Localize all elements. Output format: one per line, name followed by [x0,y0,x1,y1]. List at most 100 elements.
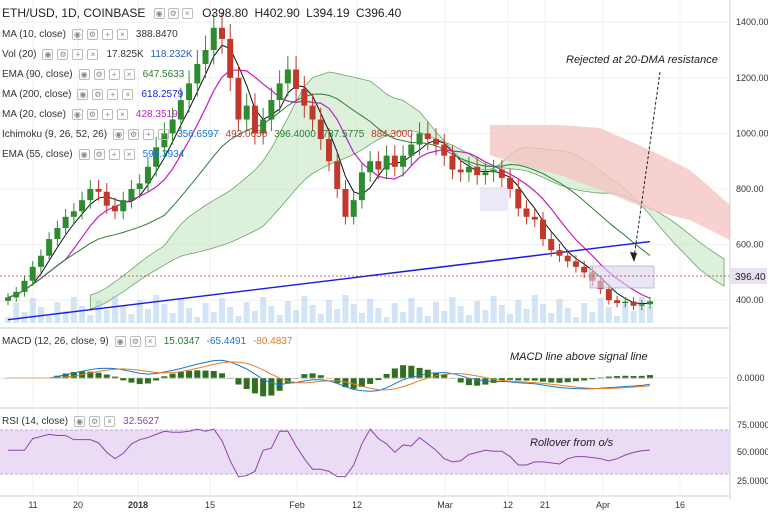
volume-bar [375,308,382,323]
indicator-value: 356.6597 [177,129,219,141]
ma200-line [7,240,651,321]
price-tag: 396.40 [731,268,767,284]
ohlc-close: C396.40 [355,6,402,20]
rsi-band [0,430,730,474]
legend-ma10[interactable]: MA (10, close) ◉ ⚙ + × 388.8470 [2,29,182,41]
volume-bar [367,299,374,323]
indicator-label: MA (10, close) [2,29,66,41]
x-tick-label: Feb [289,500,305,510]
volume-bar [54,302,61,323]
candle-body [243,105,250,120]
y-tick-label: 1000.00 [736,128,768,138]
volume-bar [309,305,316,323]
settings-icon: ⚙ [93,69,105,80]
add-icon: + [101,29,113,40]
indicator-value: 618.2579 [141,89,184,101]
macd-hist-bar [62,373,69,379]
title-buttons[interactable]: ◉ ⚙ × [153,6,196,20]
macd-hist-bar [367,378,374,384]
volume-bar [572,317,579,323]
volume-bar [523,309,530,323]
candle-body [194,63,201,84]
macd-hist-bar [87,371,94,379]
legend-ema90[interactable]: EMA (90, close) ◉ ⚙ + × 647.5633 [2,69,188,81]
macd-hist-bar [375,378,382,381]
ohlc-open: O398.80 [202,6,249,20]
macd-hist-bar [210,371,217,379]
candle-body [79,200,86,212]
y-tick-label: 1400.00 [736,17,768,27]
volume-bar [87,315,94,323]
candle-body [342,189,349,217]
legend-ma200[interactable]: MA (200, close) ◉ ⚙ + × 618.2579 [2,89,187,101]
legend-ma20[interactable]: MA (20, close) ◉ ⚙ + × 428.3519 [2,109,182,121]
volume-bar [136,300,143,323]
indicator-label: Ichimoku (9, 26, 52, 26) [2,129,108,141]
macd-hist-bar [647,375,653,379]
candle-body [408,144,415,156]
candle-body [540,219,546,240]
legend-vol[interactable]: Vol (20) ◉ ⚙ + × 17.825K 118.232K [2,49,197,61]
macd-hist-bar [169,373,176,379]
volume-bar [408,298,415,323]
candle-body [465,166,472,173]
price-tag-label: 396.40 [735,272,766,283]
add-icon: + [101,109,113,120]
indicator-value: 590.3934 [142,149,185,161]
candle-body [144,166,151,184]
legend-ichimoku[interactable]: Ichimoku (9, 26, 52, 26) ◉ ⚙ + × 356.6597 493… [2,129,417,141]
candle-body [46,239,53,256]
volume-bar [391,303,398,323]
candle-body [490,169,497,173]
settings-icon: ⚙ [89,416,101,427]
macd-hist-bar [103,374,110,379]
close-icon: × [144,336,156,347]
macd-hist-bar [498,378,505,381]
volume-bar [614,316,621,323]
macd-label: MACD (12, 26, close, 9) [2,336,109,348]
volume-bar [144,309,151,323]
candle-body [564,255,571,262]
y-tick-label: 800.00 [736,184,764,194]
volume-bar [622,302,629,323]
candle-body [383,155,390,170]
candle-body [572,261,579,267]
candle-body [556,250,563,256]
macd-hist-bar [112,376,118,379]
macd-hist-bar [128,378,135,383]
candle-body [276,83,283,101]
volume-bar [531,295,538,323]
macd-hist-bar [572,378,579,382]
rsi-value: 32.5627 [123,416,160,428]
x-tick-label: Apr [596,500,610,510]
volume-bar [301,296,308,323]
candle-body [103,191,110,206]
eye-icon: ◉ [78,149,90,160]
volume-bar [449,297,456,323]
indicator-value: 388.8470 [135,29,178,41]
candle-body [326,138,332,162]
candle-body [21,280,28,292]
legend-ema55[interactable]: EMA (55, close) ◉ ⚙ + × 590.3934 [2,149,188,161]
close-icon: × [123,149,135,160]
macd-hist-bar [400,365,407,379]
candle-body [219,27,225,39]
volume-bar [647,306,653,323]
macd-hist-bar [614,376,621,379]
volume-bar [424,316,431,323]
volume-bar [235,316,242,323]
macd-hist-bar [260,378,267,397]
close-icon: × [123,69,135,80]
volume-bar [186,308,193,323]
candle-body [202,50,209,64]
volume-bar [243,302,250,323]
legend-rsi[interactable]: RSI (14, close) ◉ ⚙ × 32.5627 [2,416,163,428]
candle-body [317,119,324,139]
signal-line [8,361,651,391]
volume-bar [219,298,225,323]
macd-hist-bar [136,378,143,385]
legend-macd[interactable]: MACD (12, 26, close, 9) ◉ ⚙ × 15.0347 -65.44… [2,336,296,348]
volume-bar [457,306,464,323]
macd-hist-bar [515,378,522,381]
